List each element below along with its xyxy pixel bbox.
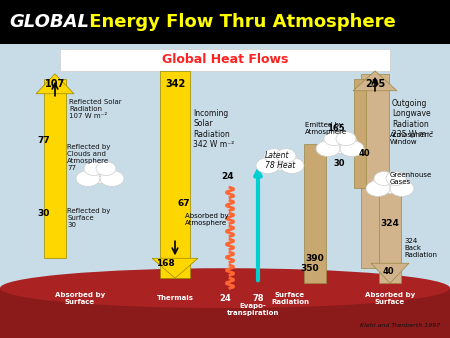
Text: Reflected by
Surface
30: Reflected by Surface 30	[67, 209, 110, 228]
Text: 78: 78	[252, 294, 264, 303]
Ellipse shape	[84, 162, 104, 175]
Text: Thermals: Thermals	[157, 295, 194, 301]
Ellipse shape	[100, 171, 124, 187]
Ellipse shape	[322, 134, 358, 153]
Polygon shape	[0, 288, 450, 338]
Ellipse shape	[374, 171, 394, 186]
Ellipse shape	[82, 164, 118, 184]
Polygon shape	[36, 74, 74, 94]
Text: 40: 40	[382, 267, 394, 276]
Text: Emitted by
Atmosphere: Emitted by Atmosphere	[305, 122, 347, 135]
Text: 342: 342	[165, 79, 185, 89]
Ellipse shape	[96, 162, 116, 175]
FancyBboxPatch shape	[0, 44, 450, 308]
Text: 107: 107	[45, 79, 65, 89]
Ellipse shape	[280, 158, 304, 173]
Ellipse shape	[316, 141, 340, 156]
Text: 390: 390	[306, 254, 324, 263]
Ellipse shape	[264, 149, 284, 163]
Ellipse shape	[256, 158, 280, 173]
Text: 24: 24	[219, 294, 231, 303]
Text: 168: 168	[156, 259, 175, 268]
Text: Reflected Solar
Radiation
107 W m⁻²: Reflected Solar Radiation 107 W m⁻²	[69, 99, 122, 119]
FancyBboxPatch shape	[361, 74, 389, 268]
Polygon shape	[371, 263, 409, 283]
FancyBboxPatch shape	[44, 79, 66, 258]
Text: GLOBAL: GLOBAL	[9, 13, 89, 31]
Text: Reflected by
Clouds and
Atmosphere
77: Reflected by Clouds and Atmosphere 77	[67, 144, 110, 171]
Text: Evapo-
transpiration: Evapo- transpiration	[227, 303, 279, 316]
Text: 324: 324	[381, 219, 400, 228]
Ellipse shape	[390, 180, 414, 196]
Polygon shape	[152, 258, 198, 278]
Text: 235: 235	[365, 79, 385, 89]
Ellipse shape	[386, 171, 406, 186]
Text: Absorbed by
Surface: Absorbed by Surface	[365, 292, 415, 305]
Text: Incoming
Solar
Radiation
342 W m⁻²: Incoming Solar Radiation 342 W m⁻²	[193, 109, 234, 149]
Ellipse shape	[0, 268, 450, 308]
Text: Outgoing
Longwave
Radiation
235 W m⁻²: Outgoing Longwave Radiation 235 W m⁻²	[392, 99, 433, 139]
Ellipse shape	[340, 141, 364, 156]
Polygon shape	[353, 71, 397, 91]
FancyBboxPatch shape	[0, 44, 450, 308]
Text: Kiehl and Trenberth 1997: Kiehl and Trenberth 1997	[360, 323, 440, 328]
Ellipse shape	[372, 173, 408, 193]
Text: 324
Back
Radiation: 324 Back Radiation	[404, 238, 437, 258]
Text: Global Heat Flows: Global Heat Flows	[162, 53, 288, 66]
Text: 30: 30	[333, 159, 345, 168]
Text: 30: 30	[38, 209, 50, 218]
Text: Absorbed by
Atmosphere: Absorbed by Atmosphere	[185, 213, 229, 226]
FancyBboxPatch shape	[160, 71, 190, 278]
Text: 77: 77	[37, 136, 50, 145]
FancyBboxPatch shape	[379, 178, 401, 283]
Text: Latent
78 Heat: Latent 78 Heat	[265, 151, 295, 170]
Text: 350: 350	[301, 264, 320, 273]
Text: 24: 24	[222, 172, 234, 181]
Text: Surface
Radiation: Surface Radiation	[271, 292, 309, 305]
Text: Greenhouse
Gases: Greenhouse Gases	[390, 172, 432, 185]
Text: Energy Flow Thru Atmosphere: Energy Flow Thru Atmosphere	[83, 13, 396, 31]
Text: 67: 67	[177, 199, 189, 208]
Ellipse shape	[336, 132, 356, 146]
Ellipse shape	[276, 149, 296, 163]
Ellipse shape	[262, 151, 298, 171]
Text: Atmospheric
Window: Atmospheric Window	[390, 132, 434, 145]
Ellipse shape	[76, 171, 100, 187]
Ellipse shape	[324, 132, 344, 146]
Text: 165: 165	[328, 124, 345, 133]
FancyBboxPatch shape	[354, 79, 366, 189]
Ellipse shape	[366, 180, 390, 196]
FancyBboxPatch shape	[304, 144, 326, 283]
FancyBboxPatch shape	[60, 49, 390, 71]
Text: Absorbed by
Surface: Absorbed by Surface	[55, 292, 105, 305]
Text: 40: 40	[358, 149, 370, 158]
